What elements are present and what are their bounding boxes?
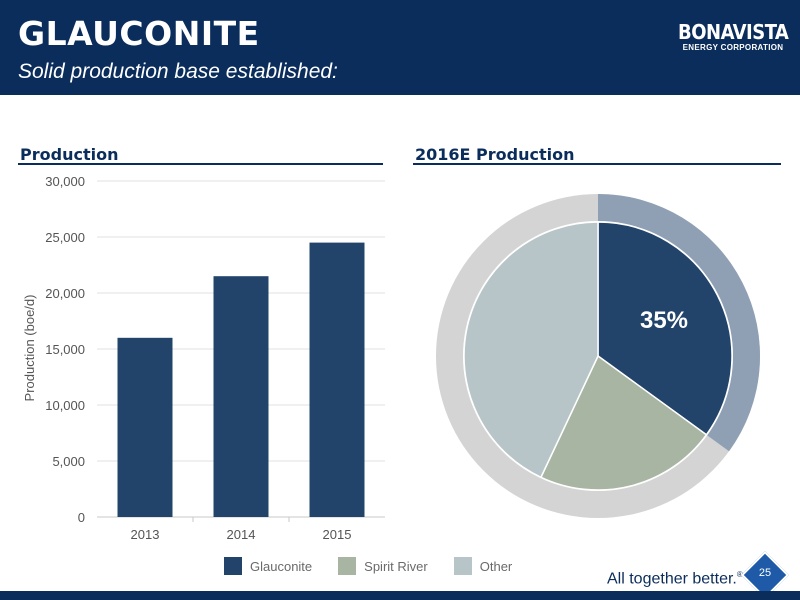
registered-mark: ®	[737, 570, 743, 579]
bar-chart: 0 5,000 10,000 15,000 20,000 25,000 30,000 201…	[22, 174, 385, 542]
bar-chart-title: Production	[20, 145, 119, 164]
logo-wordmark: BONAVISTA	[678, 20, 789, 44]
company-logo: BONAVISTA ENERGY CORPORATION	[678, 20, 789, 52]
pie-chart-title-rule	[413, 163, 781, 165]
y-tick-label: 15,000	[45, 342, 85, 357]
glauconite-share-label: 35%	[640, 307, 688, 334]
legend-label: Spirit River	[364, 558, 428, 574]
pie-slice-glauconite	[597, 221, 733, 436]
legend-label: Glauconite	[250, 558, 313, 574]
y-tick-label: 25,000	[45, 230, 85, 245]
tagline: All together better.®	[607, 570, 743, 588]
chart-legend: Glauconite Spirit River Other	[224, 557, 538, 575]
legend-swatch	[338, 557, 357, 575]
legend-swatch	[453, 557, 472, 575]
bar	[117, 337, 173, 517]
pie-chart-title: 2016E Production	[415, 145, 575, 164]
x-tick-label: 2015	[323, 527, 352, 542]
x-tick-label: 2014	[227, 527, 256, 542]
x-tick-label: 2013	[131, 527, 160, 542]
page-subtitle: Solid production base established:	[18, 60, 338, 83]
y-tick-label: 5,000	[52, 454, 85, 469]
y-tick-label: 0	[78, 510, 85, 525]
page-title: GLAUCONITE	[18, 14, 260, 53]
pie-slice-other	[463, 221, 599, 479]
page-number: 25	[758, 567, 772, 579]
bar-chart-title-rule	[18, 163, 383, 165]
bar	[213, 276, 269, 517]
header-bar: GLAUCONITE Solid production base establi…	[0, 0, 800, 95]
y-tick-label: 10,000	[45, 398, 85, 413]
legend-item-other: Other	[453, 557, 513, 575]
legend-item-spirit-river: Spirit River	[338, 557, 428, 575]
legend-item-glauconite: Glauconite	[224, 557, 312, 575]
y-tick-label: 20,000	[45, 286, 85, 301]
legend-swatch	[224, 557, 242, 575]
bar	[309, 242, 365, 517]
footer-bar	[0, 591, 800, 600]
y-tick-label: 30,000	[45, 174, 85, 189]
legend-label: Other	[479, 558, 513, 574]
tagline-text: All together better.	[607, 570, 737, 588]
pie-chart: 35%	[436, 194, 760, 518]
logo-subtitle: ENERGY CORPORATION	[682, 43, 784, 52]
y-axis-label: Production (boe/d)	[22, 295, 37, 402]
